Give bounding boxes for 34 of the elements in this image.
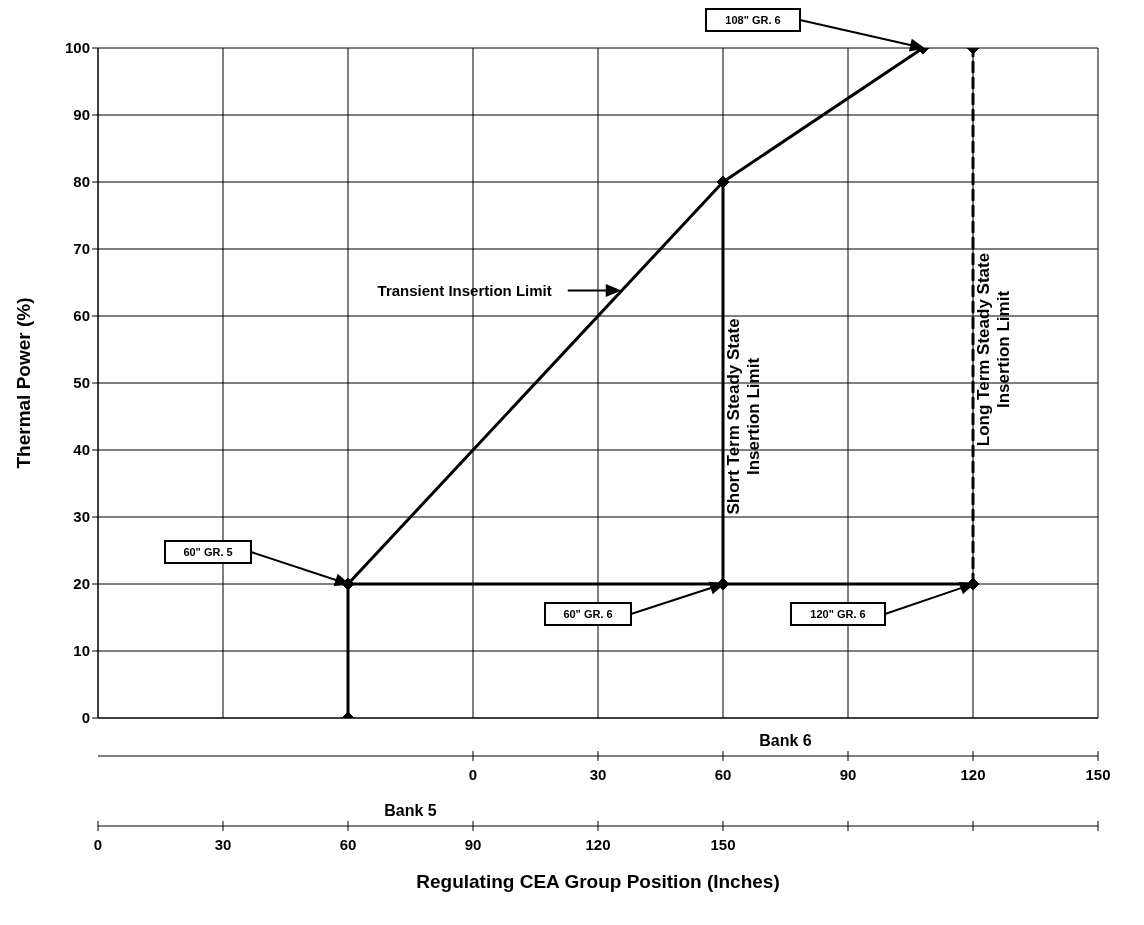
legend-label: Transient Insertion Limit — [377, 281, 552, 299]
x-tick-label: 60 — [339, 836, 357, 853]
y-tick-label: 70 — [73, 240, 90, 258]
y-tick-label: 80 — [73, 173, 90, 191]
y-tick-label: 30 — [73, 508, 90, 526]
x2-tick-label: 150 — [1085, 766, 1111, 783]
annotation: 60" GR. 5 — [183, 546, 233, 558]
y-tick-label: 90 — [73, 106, 90, 124]
text: Bank 5 — [384, 802, 437, 819]
y-axis-title: Thermal Power (%) — [12, 297, 34, 469]
x-tick-label: 30 — [214, 836, 232, 853]
y-tick-label: 50 — [73, 374, 90, 392]
x-tick-label: 90 — [464, 836, 482, 853]
text: Short Term Steady State Insertion Limit — [724, 318, 763, 515]
x2-tick-label: 30 — [589, 766, 607, 783]
x-tick-label: 0 — [93, 836, 103, 853]
y-tick-label: 0 — [81, 709, 90, 727]
x-tick-label: 120 — [585, 836, 611, 853]
y-tick-label: 100 — [64, 39, 90, 57]
text: 108" GR. 6 — [725, 14, 781, 26]
text: Long Term Steady State Insertion Limit — [974, 252, 1013, 447]
y-tick-label: 10 — [73, 642, 90, 660]
x2-tick-label: 0 — [468, 766, 478, 783]
x-axis-title: Regulating CEA Group Position (Inches) — [416, 871, 780, 892]
x2-tick-label: 60 — [714, 766, 732, 783]
y-tick-label: 40 — [73, 441, 90, 459]
x2-tick-label: 90 — [839, 766, 857, 783]
y-tick-label: 60 — [73, 307, 90, 325]
annotation: 60" GR. 6 — [563, 608, 613, 620]
x2-tick-label: 120 — [960, 766, 986, 783]
annotation: 120" GR. 6 — [810, 608, 866, 620]
x2-axis-title: Bank 6 — [759, 732, 812, 749]
x-tick-label: 150 — [710, 836, 736, 853]
y-tick-label: 20 — [73, 575, 90, 593]
